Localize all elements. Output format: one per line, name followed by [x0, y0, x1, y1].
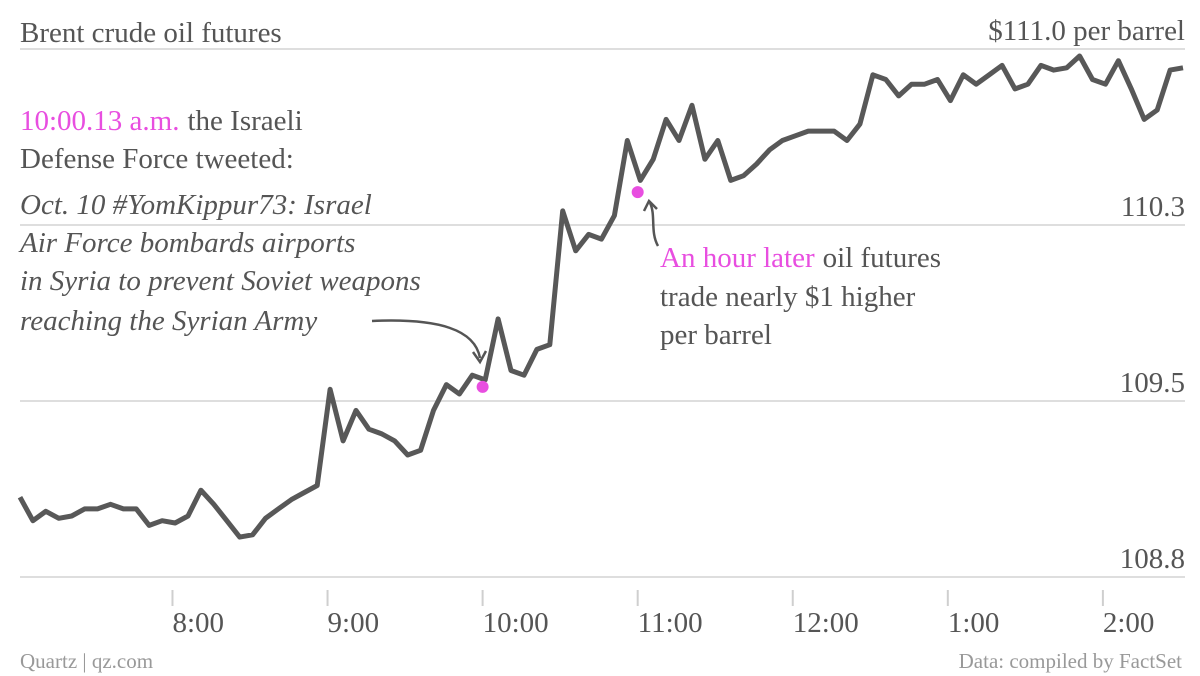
annotation-line: the Israeli: [188, 105, 303, 137]
annotation-highlight: 10:00.13 a.m.: [20, 105, 180, 137]
annotation-line: Defense Force tweeted:: [20, 143, 294, 175]
highlight-point: [476, 380, 489, 393]
arrow-head: [642, 198, 658, 212]
annotation-quote: reaching the Syrian Army: [20, 305, 317, 337]
annotation-2: An hour later oil futures trade nearly $1…: [642, 198, 941, 351]
annotation-line: trade nearly $1 higher: [660, 281, 916, 313]
annotation-line: oil futures: [823, 242, 941, 274]
annotation-highlight: An hour later: [660, 242, 815, 274]
annotation-text: An hour later oil futures: [660, 242, 941, 274]
x-tick-label: 9:00: [328, 607, 380, 639]
chart-title: Brent crude oil futures: [20, 17, 282, 49]
x-tick-label: 2:00: [1103, 607, 1155, 639]
y-tick-label: 108.8: [1120, 543, 1185, 575]
source: Quartz | qz.com: [20, 649, 153, 673]
x-tick-label: 10:00: [483, 607, 549, 639]
arrow: [648, 202, 660, 247]
y-tick-label: 110.3: [1121, 191, 1185, 223]
annotation-line: per barrel: [660, 319, 772, 351]
annotation-quote: Oct. 10 #YomKippur73: Israel: [20, 189, 372, 221]
axes: 108.8 109.5 110.3 $111.0 per barrel 8:00 9:00…: [20, 15, 1185, 639]
annotation-text: 10:00.13 a.m. the Israeli: [20, 105, 303, 137]
x-tick-label: 8:00: [172, 607, 224, 639]
y-tick-label: $111.0 per barrel: [988, 15, 1185, 47]
x-tick-label: 12:00: [793, 607, 859, 639]
x-tick-label: 1:00: [948, 607, 1000, 639]
x-tick-label: 11:00: [638, 607, 703, 639]
annotation-quote: Air Force bombards airports: [18, 227, 355, 259]
arrow-head: [471, 350, 488, 365]
arrow: [371, 319, 482, 359]
price-line: [17, 53, 1184, 540]
annotation-1: 10:00.13 a.m. the Israeli Defense Force t…: [18, 105, 488, 365]
highlight-point: [631, 186, 644, 199]
credit: Data: compiled by FactSet: [959, 649, 1183, 673]
y-tick-label: 109.5: [1120, 367, 1185, 399]
annotation-quote: in Syria to prevent Soviet weapons: [20, 265, 421, 297]
